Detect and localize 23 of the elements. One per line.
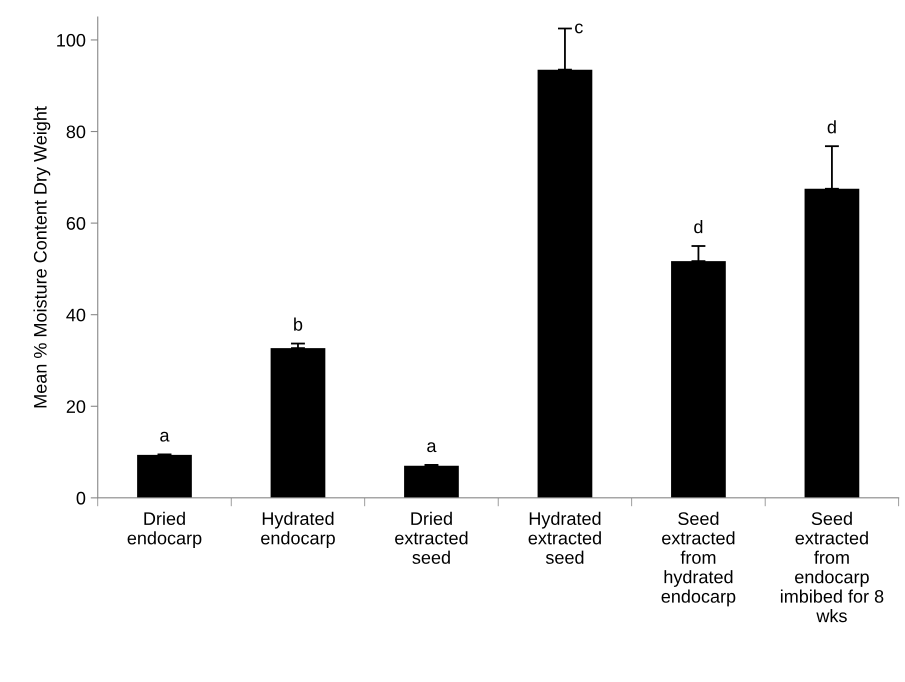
annotation: b bbox=[294, 318, 302, 331]
y-tick-label: 40 bbox=[66, 308, 86, 322]
x-tick-label: Hydrated extracted seed bbox=[528, 512, 601, 564]
bar bbox=[671, 261, 726, 498]
y-tick-label: 0 bbox=[76, 492, 86, 505]
y-tick-label: 20 bbox=[66, 400, 86, 413]
y-tick-label: 60 bbox=[66, 217, 86, 230]
annotation: d bbox=[828, 120, 836, 134]
x-tick-label: Dried extracted seed bbox=[395, 512, 468, 564]
x-tick-label: Dried endocarp bbox=[128, 512, 202, 548]
bar bbox=[270, 348, 326, 498]
annotation: c bbox=[575, 23, 583, 34]
x-tick-label: Seed extracted from hydrated endocarp bbox=[662, 512, 736, 606]
bar bbox=[404, 466, 459, 498]
x-tick-label: Hydrated endocarp bbox=[261, 512, 335, 548]
bar bbox=[137, 454, 192, 498]
annotation: d bbox=[694, 220, 702, 234]
annotation: a bbox=[160, 432, 170, 442]
y-axis-title: Mean % Moisture Content Dry Weight bbox=[33, 106, 50, 408]
y-tick-label: 80 bbox=[66, 125, 86, 138]
annotation: a bbox=[427, 442, 436, 452]
y-tick-label: 100 bbox=[57, 34, 86, 47]
x-tick-label: Seed extracted from endocarp imbibed for 8 wks bbox=[780, 512, 884, 622]
